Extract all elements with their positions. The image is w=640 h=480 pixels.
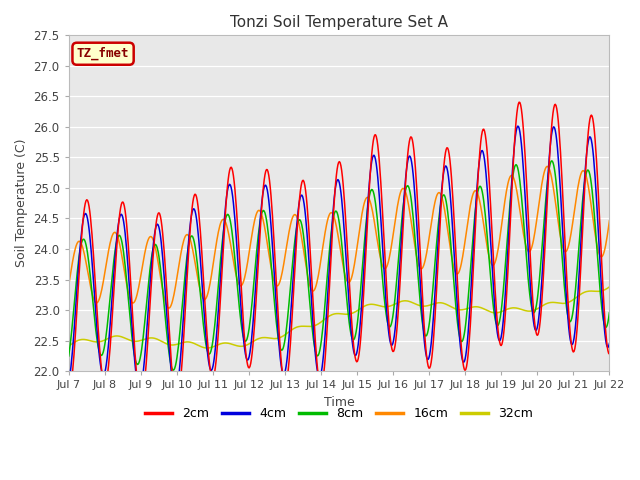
- 8cm: [214, 282, 222, 288]
- 16cm: [605, 218, 613, 224]
- 16cm: [165, 305, 173, 311]
- 4cm: [514, 123, 522, 129]
- 32cm: [65, 343, 72, 349]
- Line: 32cm: 32cm: [68, 287, 609, 348]
- 4cm: [186, 226, 194, 231]
- 4cm: [406, 153, 413, 159]
- Line: 8cm: 8cm: [68, 161, 609, 370]
- 8cm: [421, 333, 429, 338]
- 8cm: [186, 237, 194, 242]
- 2cm: [214, 330, 222, 336]
- Legend: 2cm, 4cm, 8cm, 16cm, 32cm: 2cm, 4cm, 8cm, 16cm, 32cm: [140, 402, 538, 425]
- 16cm: [131, 300, 138, 305]
- 32cm: [75, 337, 83, 343]
- 32cm: [131, 338, 138, 344]
- X-axis label: Time: Time: [324, 396, 355, 408]
- 2cm: [515, 99, 523, 105]
- 16cm: [421, 257, 429, 263]
- 32cm: [605, 284, 613, 290]
- 2cm: [421, 337, 429, 343]
- 8cm: [605, 310, 613, 316]
- 32cm: [204, 345, 211, 351]
- 8cm: [170, 367, 177, 373]
- Line: 4cm: 4cm: [68, 126, 609, 392]
- Y-axis label: Soil Temperature (C): Soil Temperature (C): [15, 139, 28, 267]
- 8cm: [75, 259, 83, 264]
- 32cm: [185, 339, 193, 345]
- 2cm: [173, 400, 181, 406]
- 4cm: [131, 351, 138, 357]
- 8cm: [406, 186, 413, 192]
- Title: Tonzi Soil Temperature Set A: Tonzi Soil Temperature Set A: [230, 15, 448, 30]
- 4cm: [75, 264, 83, 270]
- 2cm: [75, 281, 83, 287]
- 4cm: [172, 389, 179, 395]
- 16cm: [186, 235, 194, 241]
- 4cm: [214, 307, 222, 313]
- 16cm: [406, 207, 413, 213]
- 4cm: [421, 346, 429, 351]
- 8cm: [65, 353, 72, 359]
- 4cm: [65, 379, 72, 384]
- 2cm: [406, 139, 413, 144]
- 8cm: [131, 351, 138, 357]
- 2cm: [186, 232, 194, 238]
- 2cm: [605, 351, 613, 357]
- 32cm: [406, 299, 413, 304]
- 32cm: [421, 303, 429, 309]
- 2cm: [131, 337, 138, 343]
- 4cm: [605, 341, 613, 347]
- Text: TZ_fmet: TZ_fmet: [77, 47, 129, 60]
- 2cm: [65, 392, 72, 397]
- Line: 2cm: 2cm: [68, 102, 609, 403]
- 32cm: [214, 342, 222, 348]
- Line: 16cm: 16cm: [68, 167, 609, 308]
- 8cm: [548, 158, 556, 164]
- 16cm: [214, 229, 222, 235]
- 16cm: [75, 239, 83, 244]
- 16cm: [65, 282, 72, 288]
- 16cm: [543, 164, 551, 169]
